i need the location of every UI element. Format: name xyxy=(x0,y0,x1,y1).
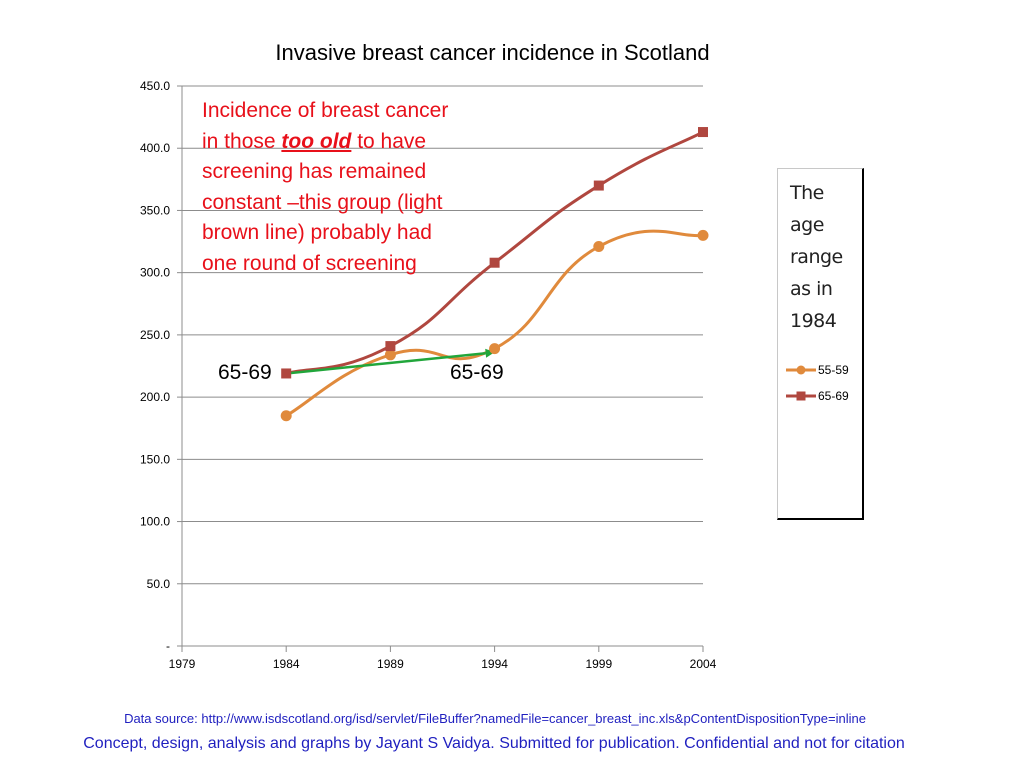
legend-label-55-59: 55-59 xyxy=(818,363,849,377)
y-tick-label: 250.0 xyxy=(140,328,170,342)
data-point-65-69 xyxy=(698,127,708,138)
series-markers xyxy=(280,127,709,422)
legend-label-65-69: 65-69 xyxy=(818,389,849,403)
annotation-line-3: screening has remained xyxy=(202,160,427,183)
annotation-line-1: Incidence of breast cancer xyxy=(202,99,449,122)
data-point-55-59 xyxy=(697,229,709,241)
x-tick-label: 1984 xyxy=(273,657,300,671)
data-point-55-59 xyxy=(280,410,292,422)
annotation-line-6: one round of screening xyxy=(202,251,417,275)
legend-item-55-59: 55-59 xyxy=(786,362,849,378)
annotation-line-5: brown line) probably had xyxy=(202,221,432,244)
x-tick-label: 1989 xyxy=(377,657,404,671)
y-tick-label: 450.0 xyxy=(140,79,170,93)
data-point-55-59 xyxy=(384,349,396,361)
legend-item-65-69: 65-69 xyxy=(786,388,849,404)
legend-note: The age range as in 1984 xyxy=(790,177,860,337)
data-point-55-59 xyxy=(489,343,501,355)
data-point-55-59 xyxy=(593,241,605,253)
legend-note-line: range xyxy=(790,246,843,268)
age-label-left: 65-69 xyxy=(218,361,272,384)
x-tick-label: 1999 xyxy=(585,657,612,671)
legend-note-line: 1984 xyxy=(790,310,837,332)
y-tick-label: - xyxy=(166,639,170,653)
y-tick-label: 350.0 xyxy=(140,203,170,217)
annotation-line-2-post: to have xyxy=(351,129,427,153)
y-tick-label: 100.0 xyxy=(140,515,170,529)
annotation-text: Incidence of breast cancer in those too … xyxy=(202,96,502,279)
legend-note-line: as in xyxy=(790,278,833,300)
credit-footer: Concept, design, analysis and graphs by … xyxy=(83,735,905,752)
data-point-65-69 xyxy=(385,341,396,352)
age-label-right: 65-69 xyxy=(450,361,504,384)
green-arrow xyxy=(286,348,495,375)
y-tick-label: 300.0 xyxy=(140,266,170,280)
axes xyxy=(177,85,704,652)
y-tick-label: 200.0 xyxy=(140,390,170,404)
arrow-head xyxy=(485,348,495,358)
arrow-shaft xyxy=(286,351,486,375)
x-tick-label: 1979 xyxy=(169,657,196,671)
annotation-line-2-pre: in those xyxy=(202,129,282,153)
annotation-line-2: in those too old to have xyxy=(202,127,502,158)
legend: The age range as in 1984 55-59 65-69 xyxy=(777,168,864,520)
x-tick-label: 1994 xyxy=(481,657,508,671)
chart-title: Invasive breast cancer incidence in Scot… xyxy=(275,40,710,65)
data-point-65-69 xyxy=(593,180,604,191)
legend-swatch-65-69 xyxy=(786,391,816,401)
x-tick-label: 2004 xyxy=(690,657,717,671)
data-source-footer: Data source: http://www.isdscotland.org/… xyxy=(124,711,866,726)
gridlines xyxy=(182,85,703,585)
data-point-65-69 xyxy=(281,368,292,379)
legend-swatch-55-59 xyxy=(786,365,816,375)
y-tick-label: 400.0 xyxy=(140,141,170,155)
legend-note-line: The age xyxy=(790,182,824,236)
y-tick-label: 50.0 xyxy=(147,577,171,591)
data-point-65-69 xyxy=(489,257,500,268)
annotation-emphasis: too old xyxy=(281,129,352,153)
y-tick-label: 150.0 xyxy=(140,452,170,466)
y-axis-tick-labels: - 50.0 100.0 150.0 200.0 250.0 300.0 350.0 400.0… xyxy=(140,79,170,653)
x-axis-tick-labels: 1979 1984 1989 1994 1999 2004 xyxy=(169,657,717,671)
annotation-line-4: constant –this group (light xyxy=(202,190,443,214)
